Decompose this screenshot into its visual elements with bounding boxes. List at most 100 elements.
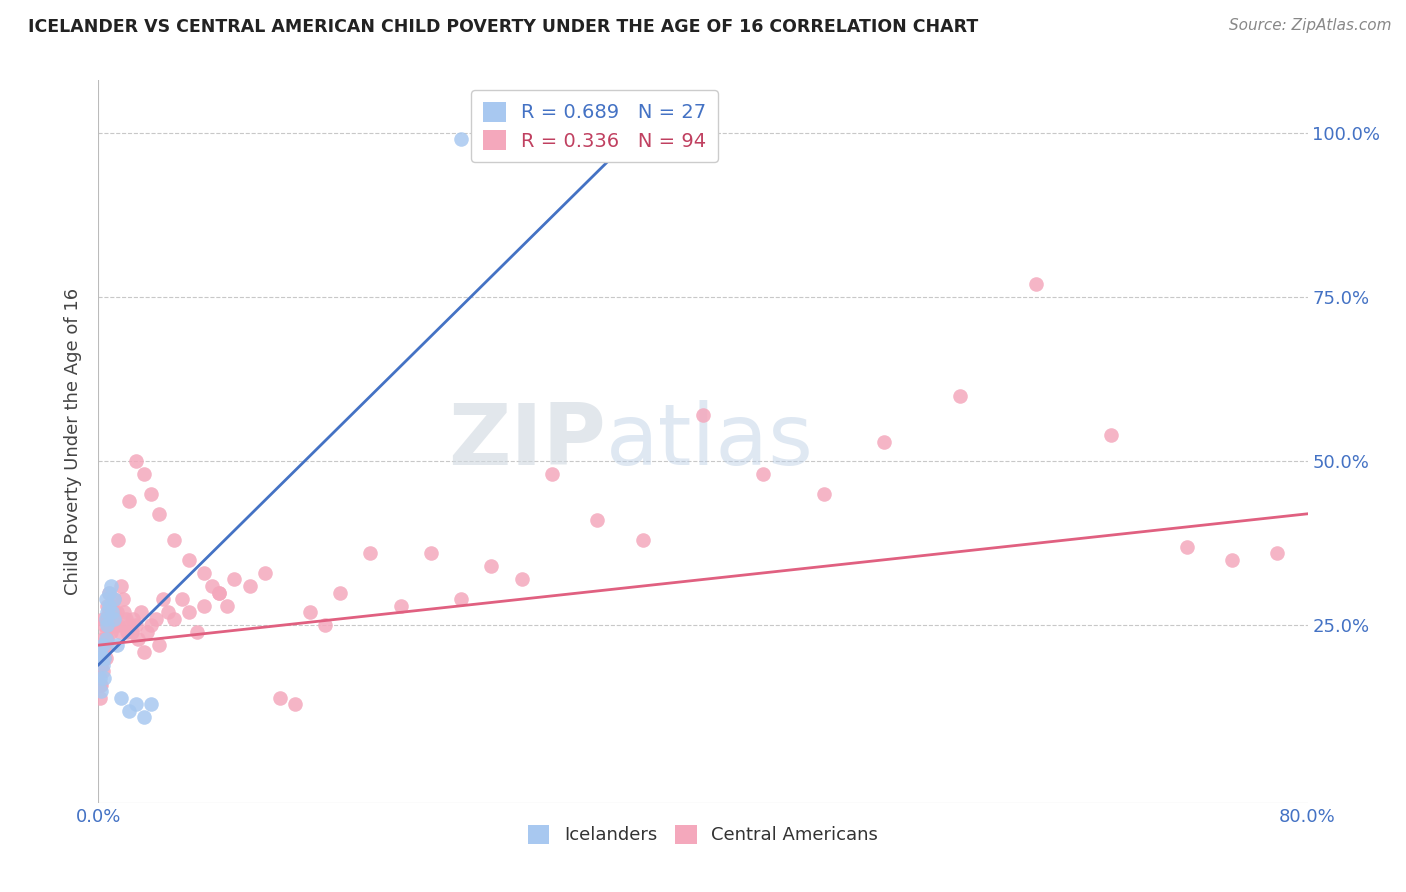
Point: [1175, 540, 1198, 554]
Point: [100, 579, 122, 593]
Point: [752, 467, 775, 482]
Point: [110, 579, 132, 593]
Point: [89, 677, 111, 691]
Point: [90, 684, 112, 698]
Point: [96, 599, 118, 613]
Point: [141, 487, 163, 501]
Text: Source: ZipAtlas.com: Source: ZipAtlas.com: [1229, 18, 1392, 33]
Point: [132, 710, 155, 724]
Point: [284, 698, 307, 712]
Point: [96, 605, 118, 619]
Point: [179, 553, 201, 567]
Point: [239, 579, 262, 593]
Point: [94, 638, 117, 652]
Point: [111, 592, 134, 607]
Text: ZIP: ZIP: [449, 400, 606, 483]
Point: [170, 592, 193, 607]
Point: [89, 671, 111, 685]
Point: [201, 579, 224, 593]
Point: [105, 605, 128, 619]
Point: [179, 605, 201, 619]
Point: [125, 618, 148, 632]
Point: [510, 573, 533, 587]
Legend: Icelanders, Central Americans: Icelanders, Central Americans: [520, 818, 886, 852]
Point: [100, 612, 122, 626]
Point: [148, 638, 170, 652]
Point: [98, 605, 121, 619]
Point: [586, 513, 609, 527]
Point: [121, 625, 143, 640]
Point: [193, 599, 215, 613]
Point: [148, 507, 170, 521]
Point: [90, 651, 112, 665]
Point: [145, 612, 167, 626]
Point: [103, 592, 125, 607]
Point: [94, 632, 117, 646]
Point: [94, 612, 117, 626]
Point: [152, 592, 174, 607]
Point: [122, 612, 145, 626]
Point: [129, 605, 152, 619]
Point: [114, 612, 136, 626]
Point: [91, 645, 114, 659]
Point: [91, 632, 114, 646]
Point: [125, 454, 148, 468]
Point: [96, 618, 118, 632]
Point: [115, 625, 138, 640]
Point: [91, 665, 114, 679]
Point: [108, 625, 131, 640]
Point: [127, 632, 149, 646]
Point: [813, 487, 835, 501]
Point: [253, 566, 276, 580]
Point: [103, 592, 125, 607]
Point: [481, 559, 503, 574]
Point: [101, 599, 124, 613]
Point: [602, 132, 624, 146]
Point: [208, 585, 231, 599]
Point: [89, 690, 111, 705]
Point: [118, 493, 141, 508]
Point: [1099, 428, 1122, 442]
Point: [89, 645, 111, 659]
Point: [132, 645, 155, 659]
Point: [329, 585, 352, 599]
Point: [186, 625, 208, 640]
Point: [163, 612, 186, 626]
Point: [91, 657, 114, 672]
Point: [1267, 546, 1289, 560]
Point: [450, 592, 472, 607]
Point: [540, 467, 562, 482]
Point: [91, 612, 114, 626]
Point: [389, 599, 412, 613]
Point: [135, 625, 157, 640]
Point: [89, 657, 111, 672]
Point: [94, 651, 117, 665]
Point: [112, 605, 135, 619]
Point: [93, 618, 115, 632]
Point: [269, 690, 291, 705]
Point: [93, 651, 115, 665]
Point: [420, 546, 443, 560]
Point: [93, 671, 115, 685]
Point: [107, 533, 129, 547]
Point: [215, 599, 238, 613]
Point: [299, 605, 322, 619]
Point: [91, 638, 114, 652]
Point: [141, 618, 163, 632]
Point: [93, 651, 115, 665]
Point: [93, 638, 115, 652]
Text: atlas: atlas: [606, 400, 814, 483]
Point: [631, 533, 654, 547]
Point: [105, 638, 128, 652]
Point: [873, 434, 896, 449]
Point: [101, 605, 124, 619]
Point: [100, 625, 122, 640]
Point: [104, 618, 127, 632]
Point: [118, 704, 141, 718]
Point: [118, 618, 141, 632]
Y-axis label: Child Poverty Under the Age of 16: Child Poverty Under the Age of 16: [65, 288, 83, 595]
Point: [96, 632, 118, 646]
Point: [103, 612, 125, 626]
Point: [949, 388, 972, 402]
Point: [224, 573, 246, 587]
